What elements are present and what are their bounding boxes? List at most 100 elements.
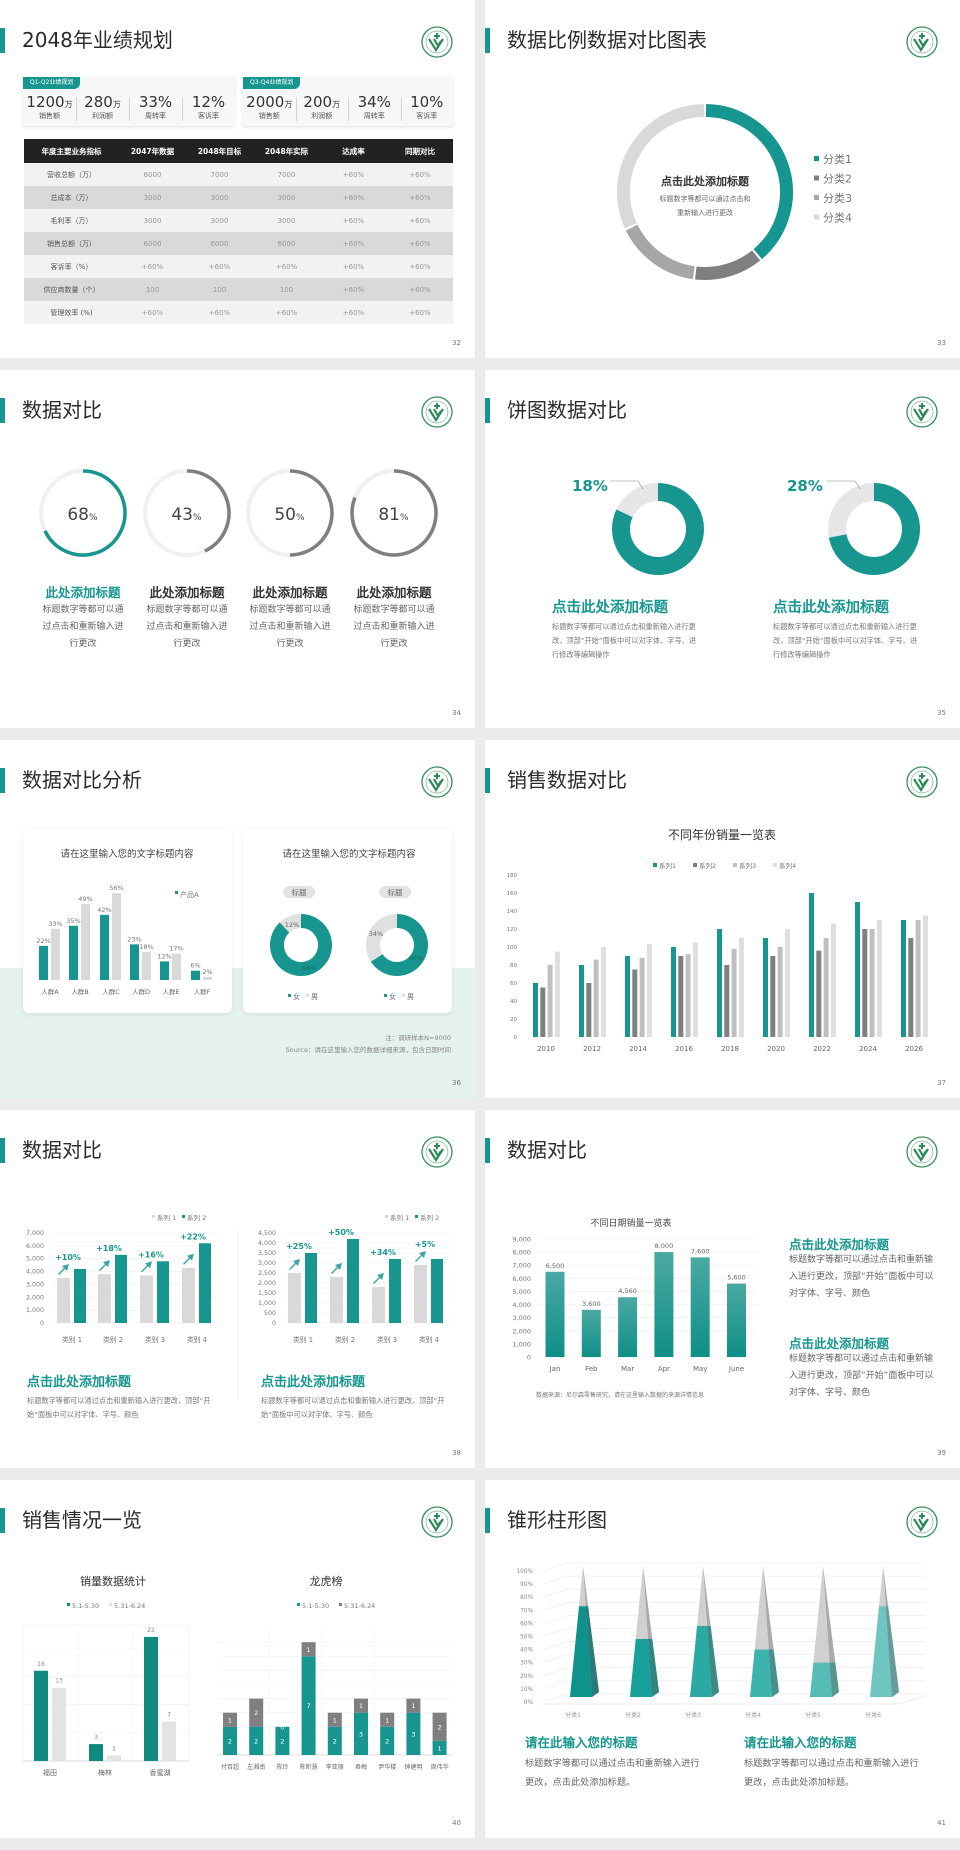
gridline xyxy=(542,1575,925,1585)
table-cell: +60% xyxy=(387,163,453,186)
bar xyxy=(738,938,744,1037)
y-tick-label: 0 xyxy=(40,1320,44,1327)
gridline xyxy=(542,1693,925,1703)
item-title: 此处添加标题 xyxy=(149,585,225,600)
table-cell: +60% xyxy=(387,301,453,324)
slide-graphics: 0 1,000 2,000 3,000 4,000 5,000 6,000 7,000 系列 1… xyxy=(26,1136,453,1400)
school-emblem-logo xyxy=(421,26,453,58)
data-label: 1 xyxy=(411,1702,415,1710)
slide-title: 销售情况一览 xyxy=(22,1508,142,1532)
logo-cross-icon xyxy=(919,773,925,779)
logo-ring xyxy=(906,1136,938,1168)
item-title: 请在此输入您的标题 xyxy=(525,1735,638,1750)
table-row: 管理效率 (%) +60% +60% +60% +60% +60% xyxy=(24,301,453,324)
item-title: 点击此处添加标题 xyxy=(789,1336,890,1351)
bar xyxy=(52,1687,66,1761)
cone-fill-side xyxy=(585,1606,599,1697)
x-tick-label: 分类2 xyxy=(625,1711,641,1719)
y-tick-label: 1,000 xyxy=(26,1307,44,1314)
logo-ring xyxy=(421,766,453,798)
kpi-number: 12% xyxy=(191,93,226,111)
table-cell: +60% xyxy=(186,255,253,278)
table-cell: +60% xyxy=(387,186,453,209)
item-title: 点击此处添加标题 xyxy=(261,1375,366,1390)
kpi-number: 10% xyxy=(410,93,444,111)
cone-bar xyxy=(690,1625,719,1697)
data-label: 2 xyxy=(254,1709,258,1717)
title-accent-bar xyxy=(485,1138,490,1163)
legend-label: 女 xyxy=(293,992,300,1001)
data-label: 12% xyxy=(285,921,299,929)
data-label: 18% xyxy=(139,943,153,951)
bar xyxy=(545,1271,565,1357)
table-row: 毛利率（万） 3000 3000 3000 +60% +60% xyxy=(24,209,453,232)
growth-arrow-icon xyxy=(58,1264,69,1275)
cone-fill-front xyxy=(810,1662,832,1697)
data-label: 6% xyxy=(190,962,200,970)
slide-37: 不同年份销量一览表 系列1 系列2 系列3 系列4 0 20 40 60 80 100 120 140 1… xyxy=(485,740,960,1098)
table-row: 供应商数量（个） 100 100 100 +60% +60% xyxy=(24,278,453,301)
slide-34: 68% 43% 50% 81% 数据对比 34 此处添加标题 标题数字等都可以通过点击和重新输… xyxy=(0,370,475,728)
growth-arrow-icon xyxy=(289,1259,300,1270)
legend-label: 女 xyxy=(389,992,396,1001)
table-row: 客诉率（%） +60% +60% +60% +60% +60% xyxy=(24,255,453,278)
bar xyxy=(533,983,538,1037)
data-label: 35% xyxy=(66,917,80,925)
data-label: 34% xyxy=(369,930,383,938)
legend-swatch xyxy=(339,1603,342,1606)
growth-label: +18% xyxy=(96,1244,122,1253)
legend-label: 产品A xyxy=(180,890,199,899)
bar xyxy=(115,1254,127,1323)
cone-bar xyxy=(750,1649,779,1697)
bar xyxy=(770,956,776,1037)
progress-ring-arc xyxy=(289,469,334,557)
title-accent-bar xyxy=(0,768,5,793)
x-tick-label: 陈昕慧 xyxy=(300,1763,318,1771)
cone-bar xyxy=(570,1606,599,1697)
slide-33: 分类1 分类2 分类3 分类4 点击此处添加标题 标题数字等都可以通过点击和 重新输入进行更… xyxy=(485,0,960,358)
cone-fill-front xyxy=(690,1625,712,1697)
growth-label: +10% xyxy=(55,1253,81,1262)
title-accent-bar xyxy=(485,28,490,53)
bar-segment xyxy=(327,1726,342,1755)
donut-center-text: 标题数字等都可以通过点击和 xyxy=(660,194,751,203)
data-label: 2 xyxy=(333,1737,337,1745)
kpi-divider xyxy=(348,97,349,121)
x-tick-label: 君梅 xyxy=(355,1763,367,1771)
bar-segment xyxy=(249,1698,264,1727)
bar-segment xyxy=(301,1656,316,1755)
page-number: 38 xyxy=(452,1449,461,1457)
bar xyxy=(100,914,109,980)
bar xyxy=(763,938,768,1037)
kpi-unit: 万 xyxy=(64,100,73,109)
y-tick-label: 4,500 xyxy=(258,1230,276,1237)
title-accent-bar xyxy=(0,1508,5,1533)
growth-arrow-icon xyxy=(415,1251,426,1262)
logo-cross-icon xyxy=(919,1513,925,1519)
y-tick-label: 5,000 xyxy=(26,1256,44,1263)
bar xyxy=(692,942,698,1037)
tag-pill xyxy=(379,886,411,898)
table-cell: 7000 xyxy=(253,163,320,186)
table-cell: +60% xyxy=(186,301,253,324)
cone-shade xyxy=(707,1625,719,1697)
logo-v-icon xyxy=(428,1518,444,1533)
legend-swatch xyxy=(773,863,777,867)
slide-title: 数据比例数据对比图表 xyxy=(507,28,707,52)
bar xyxy=(57,1278,70,1323)
page-number: 34 xyxy=(452,709,461,717)
slide-title: 数据对比 xyxy=(22,398,102,422)
growth-arrow-icon xyxy=(183,1253,194,1265)
data-label: 3 xyxy=(359,1730,363,1738)
table-cell: 100 xyxy=(119,278,186,301)
x-tick-label: 人群C xyxy=(102,987,120,996)
logo-v-icon xyxy=(428,778,444,793)
table-cell: +60% xyxy=(387,255,453,278)
percent-label: 18% xyxy=(572,477,608,495)
kpi-label: 利润额 xyxy=(311,112,333,120)
table-cell: 6000 xyxy=(119,232,186,255)
y-tick-label: 5,000 xyxy=(512,1288,531,1296)
page-number: 39 xyxy=(937,1449,946,1457)
slide-32: 2048年业绩规划 32 Q1-Q2业绩规划 1200万 销售额 280万 利润额 33% 周转… xyxy=(0,0,475,358)
description-text: 标题数字等都可以通过点击和重新输入进行更改 xyxy=(42,605,124,649)
